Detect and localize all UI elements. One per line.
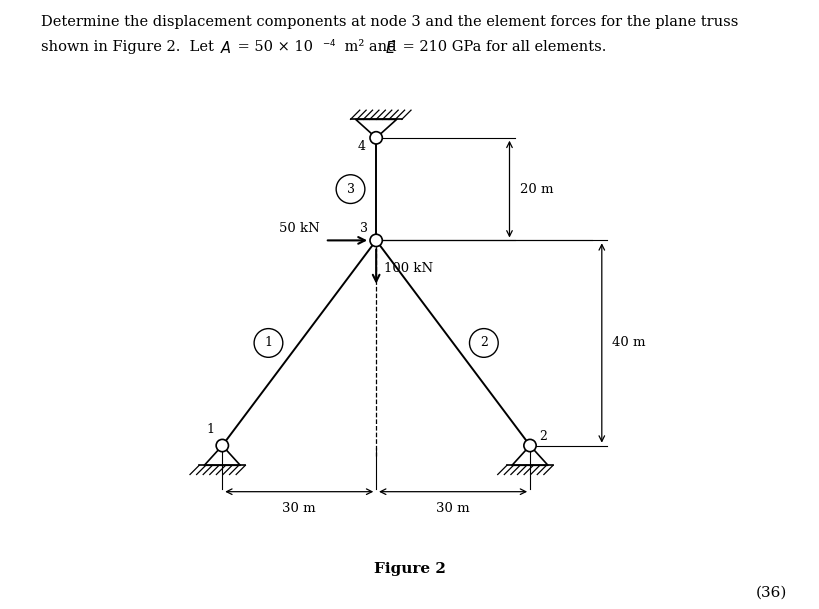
Text: 4: 4 (357, 141, 365, 153)
Text: 3: 3 (360, 222, 368, 235)
Circle shape (369, 234, 382, 247)
Circle shape (469, 329, 498, 357)
Text: $A$: $A$ (219, 40, 231, 55)
Text: 1: 1 (206, 423, 215, 436)
Text: 100 kN: 100 kN (383, 262, 432, 275)
Text: 50 kN: 50 kN (278, 222, 319, 235)
Text: = 210 GPa for all elements.: = 210 GPa for all elements. (397, 40, 605, 54)
Text: 2: 2 (479, 336, 487, 350)
Circle shape (216, 439, 229, 452)
Text: $^{-4}$: $^{-4}$ (322, 40, 337, 52)
Text: 40 m: 40 m (611, 336, 645, 350)
Text: m² and: m² and (340, 40, 401, 54)
Text: $E$: $E$ (385, 40, 396, 55)
Circle shape (369, 132, 382, 144)
Text: 20 m: 20 m (519, 183, 553, 195)
Text: Determine the displacement components at node 3 and the element forces for the p: Determine the displacement components at… (41, 15, 737, 29)
Text: (36): (36) (755, 586, 786, 600)
Text: = 50 × 10: = 50 × 10 (233, 40, 313, 54)
Text: 30 m: 30 m (436, 502, 469, 515)
Circle shape (254, 329, 283, 357)
Circle shape (336, 175, 364, 203)
Text: 30 m: 30 m (282, 502, 315, 515)
Text: shown in Figure 2.  Let: shown in Figure 2. Let (41, 40, 218, 54)
Text: Figure 2: Figure 2 (373, 561, 446, 576)
Text: 1: 1 (265, 336, 272, 350)
Text: 2: 2 (539, 430, 546, 443)
Circle shape (523, 439, 536, 452)
Text: 3: 3 (346, 183, 354, 195)
